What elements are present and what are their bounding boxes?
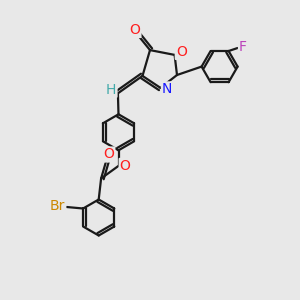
Text: O: O [130,23,140,37]
Text: O: O [103,148,114,161]
Text: Br: Br [50,199,65,212]
Text: O: O [120,159,130,173]
Text: H: H [106,83,116,97]
Text: O: O [176,45,187,59]
Text: F: F [239,40,247,54]
Text: N: N [162,82,172,96]
